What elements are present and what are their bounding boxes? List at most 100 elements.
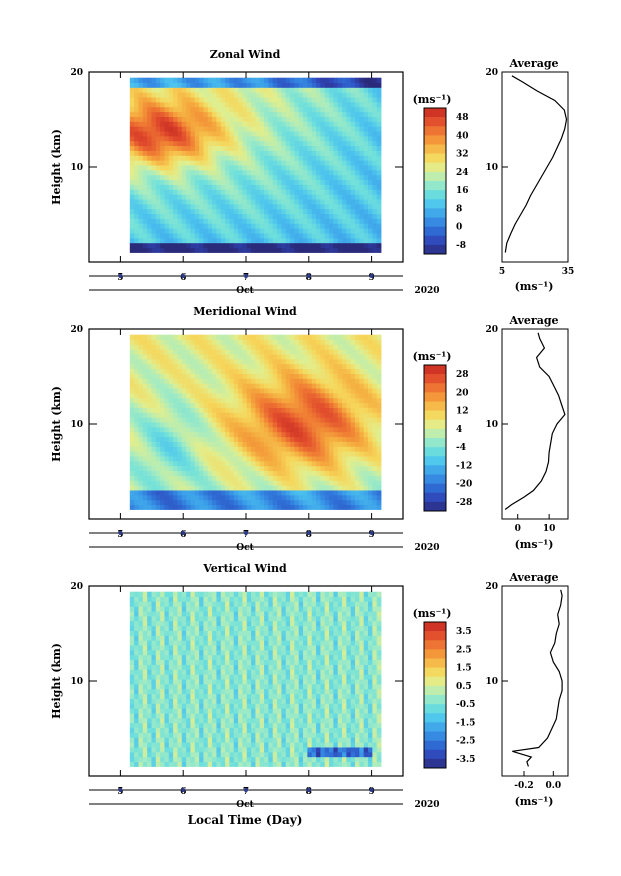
heatmap-cell: [359, 194, 365, 200]
heatmap-cell: [251, 441, 256, 447]
heatmap-cell: [134, 218, 139, 224]
heatmap-cell: [376, 339, 382, 345]
heatmap-cell: [155, 218, 161, 224]
heatmap-cell: [203, 494, 209, 501]
heatmap-cell: [186, 165, 191, 171]
heatmap-cell: [199, 669, 204, 675]
heatmap-cell: [142, 363, 148, 370]
heatmap-cell: [199, 407, 204, 413]
heatmap-cell: [142, 392, 148, 399]
heatmap-cell: [359, 126, 365, 132]
heatmap-cell: [138, 490, 144, 496]
heatmap-cell: [142, 121, 148, 127]
heatmap-cell: [307, 426, 313, 433]
heatmap-cell: [238, 475, 243, 481]
heatmap-cell: [177, 218, 183, 224]
heatmap-cell: [372, 174, 378, 181]
heatmap-cell: [311, 334, 317, 340]
heatmap-cell: [307, 334, 313, 340]
heatmap-cell: [168, 77, 174, 83]
heatmap-cell: [359, 441, 365, 447]
heatmap-cell: [220, 121, 226, 127]
heatmap-cell: [346, 237, 352, 244]
heatmap-cell: [238, 402, 243, 408]
heatmap-cell: [342, 121, 347, 127]
heatmap-cell: [147, 756, 152, 763]
heatmap-cell: [281, 407, 287, 413]
heatmap-cell: [272, 140, 278, 147]
heatmap-cell: [207, 761, 213, 767]
heatmap-cell: [238, 77, 243, 83]
heatmap-cell: [203, 683, 209, 690]
heatmap-cell: [190, 233, 196, 239]
heatmap-cell: [242, 446, 248, 452]
heatmap-cell: [199, 645, 204, 651]
heatmap-cell: [168, 679, 174, 685]
heatmap-cell: [186, 635, 191, 641]
heatmap-cell: [290, 334, 295, 340]
heatmap-cell: [311, 203, 317, 210]
heatmap-cell: [268, 499, 274, 506]
heatmap-cell: [173, 422, 178, 428]
heatmap-cell: [212, 451, 217, 457]
heatmap-cell: [346, 344, 352, 350]
heatmap-cell: [199, 713, 204, 719]
heatmap-cell: [259, 354, 265, 360]
heatmap-cell: [147, 693, 152, 699]
heatmap-cell: [203, 397, 209, 404]
heatmap-cell: [277, 363, 282, 370]
heatmap-cell: [251, 97, 256, 103]
heatmap-cell: [355, 174, 360, 181]
heatmap-cell: [342, 368, 347, 374]
heatmap-cell: [177, 727, 183, 733]
heatmap-cell: [242, 407, 248, 413]
heatmap-cell: [216, 218, 222, 224]
heatmap-cell: [177, 354, 183, 360]
heatmap-cell: [238, 383, 243, 389]
heatmap-cell: [142, 135, 148, 142]
heatmap-cell: [194, 145, 200, 151]
heatmap-cell: [181, 150, 187, 156]
colorbar-swatch: [424, 244, 446, 255]
average-profile-line: [504, 75, 568, 253]
heatmap-cell: [255, 233, 261, 239]
heatmap-cell: [190, 737, 196, 743]
heatmap-cell: [298, 460, 304, 467]
heatmap-cell: [233, 504, 239, 510]
heatmap-cell: [203, 431, 209, 438]
heatmap-cell: [251, 126, 256, 132]
heatmap-cell: [298, 126, 304, 132]
heatmap-cell: [216, 184, 222, 190]
heatmap-cell: [225, 354, 230, 360]
heatmap-cell: [255, 451, 261, 457]
heatmap-cell: [173, 334, 178, 340]
heatmap-cell: [129, 407, 135, 413]
heatmap-cell: [350, 349, 356, 355]
heatmap-cell: [173, 683, 178, 690]
heatmap-cell: [225, 218, 230, 224]
colorbar-tick-label: 4: [456, 425, 462, 435]
heatmap-cell: [220, 213, 226, 219]
heatmap-cell: [168, 615, 174, 622]
heatmap-cell: [264, 121, 269, 127]
heatmap-cell: [186, 490, 191, 496]
heatmap-cell: [285, 470, 291, 476]
heatmap-cell: [238, 334, 243, 340]
heatmap-cell: [363, 412, 369, 418]
heatmap-cell: [272, 363, 278, 370]
heatmap-cell: [272, 101, 278, 108]
heatmap-cell: [264, 490, 269, 496]
colorbar-swatch: [424, 501, 446, 512]
heatmap-cell: [199, 456, 204, 462]
heatmap-cell: [342, 480, 347, 486]
heatmap-cell: [229, 165, 235, 171]
heatmap-cell: [190, 402, 196, 408]
heatmap-cell: [177, 155, 183, 161]
heatmap-cell: [229, 203, 235, 210]
heatmap-cell: [168, 358, 174, 365]
heatmap-cell: [264, 383, 269, 389]
heatmap-cell: [376, 150, 382, 156]
heatmap-cell: [246, 135, 252, 142]
heatmap-cell: [333, 451, 339, 457]
heatmap-cell: [255, 363, 261, 370]
